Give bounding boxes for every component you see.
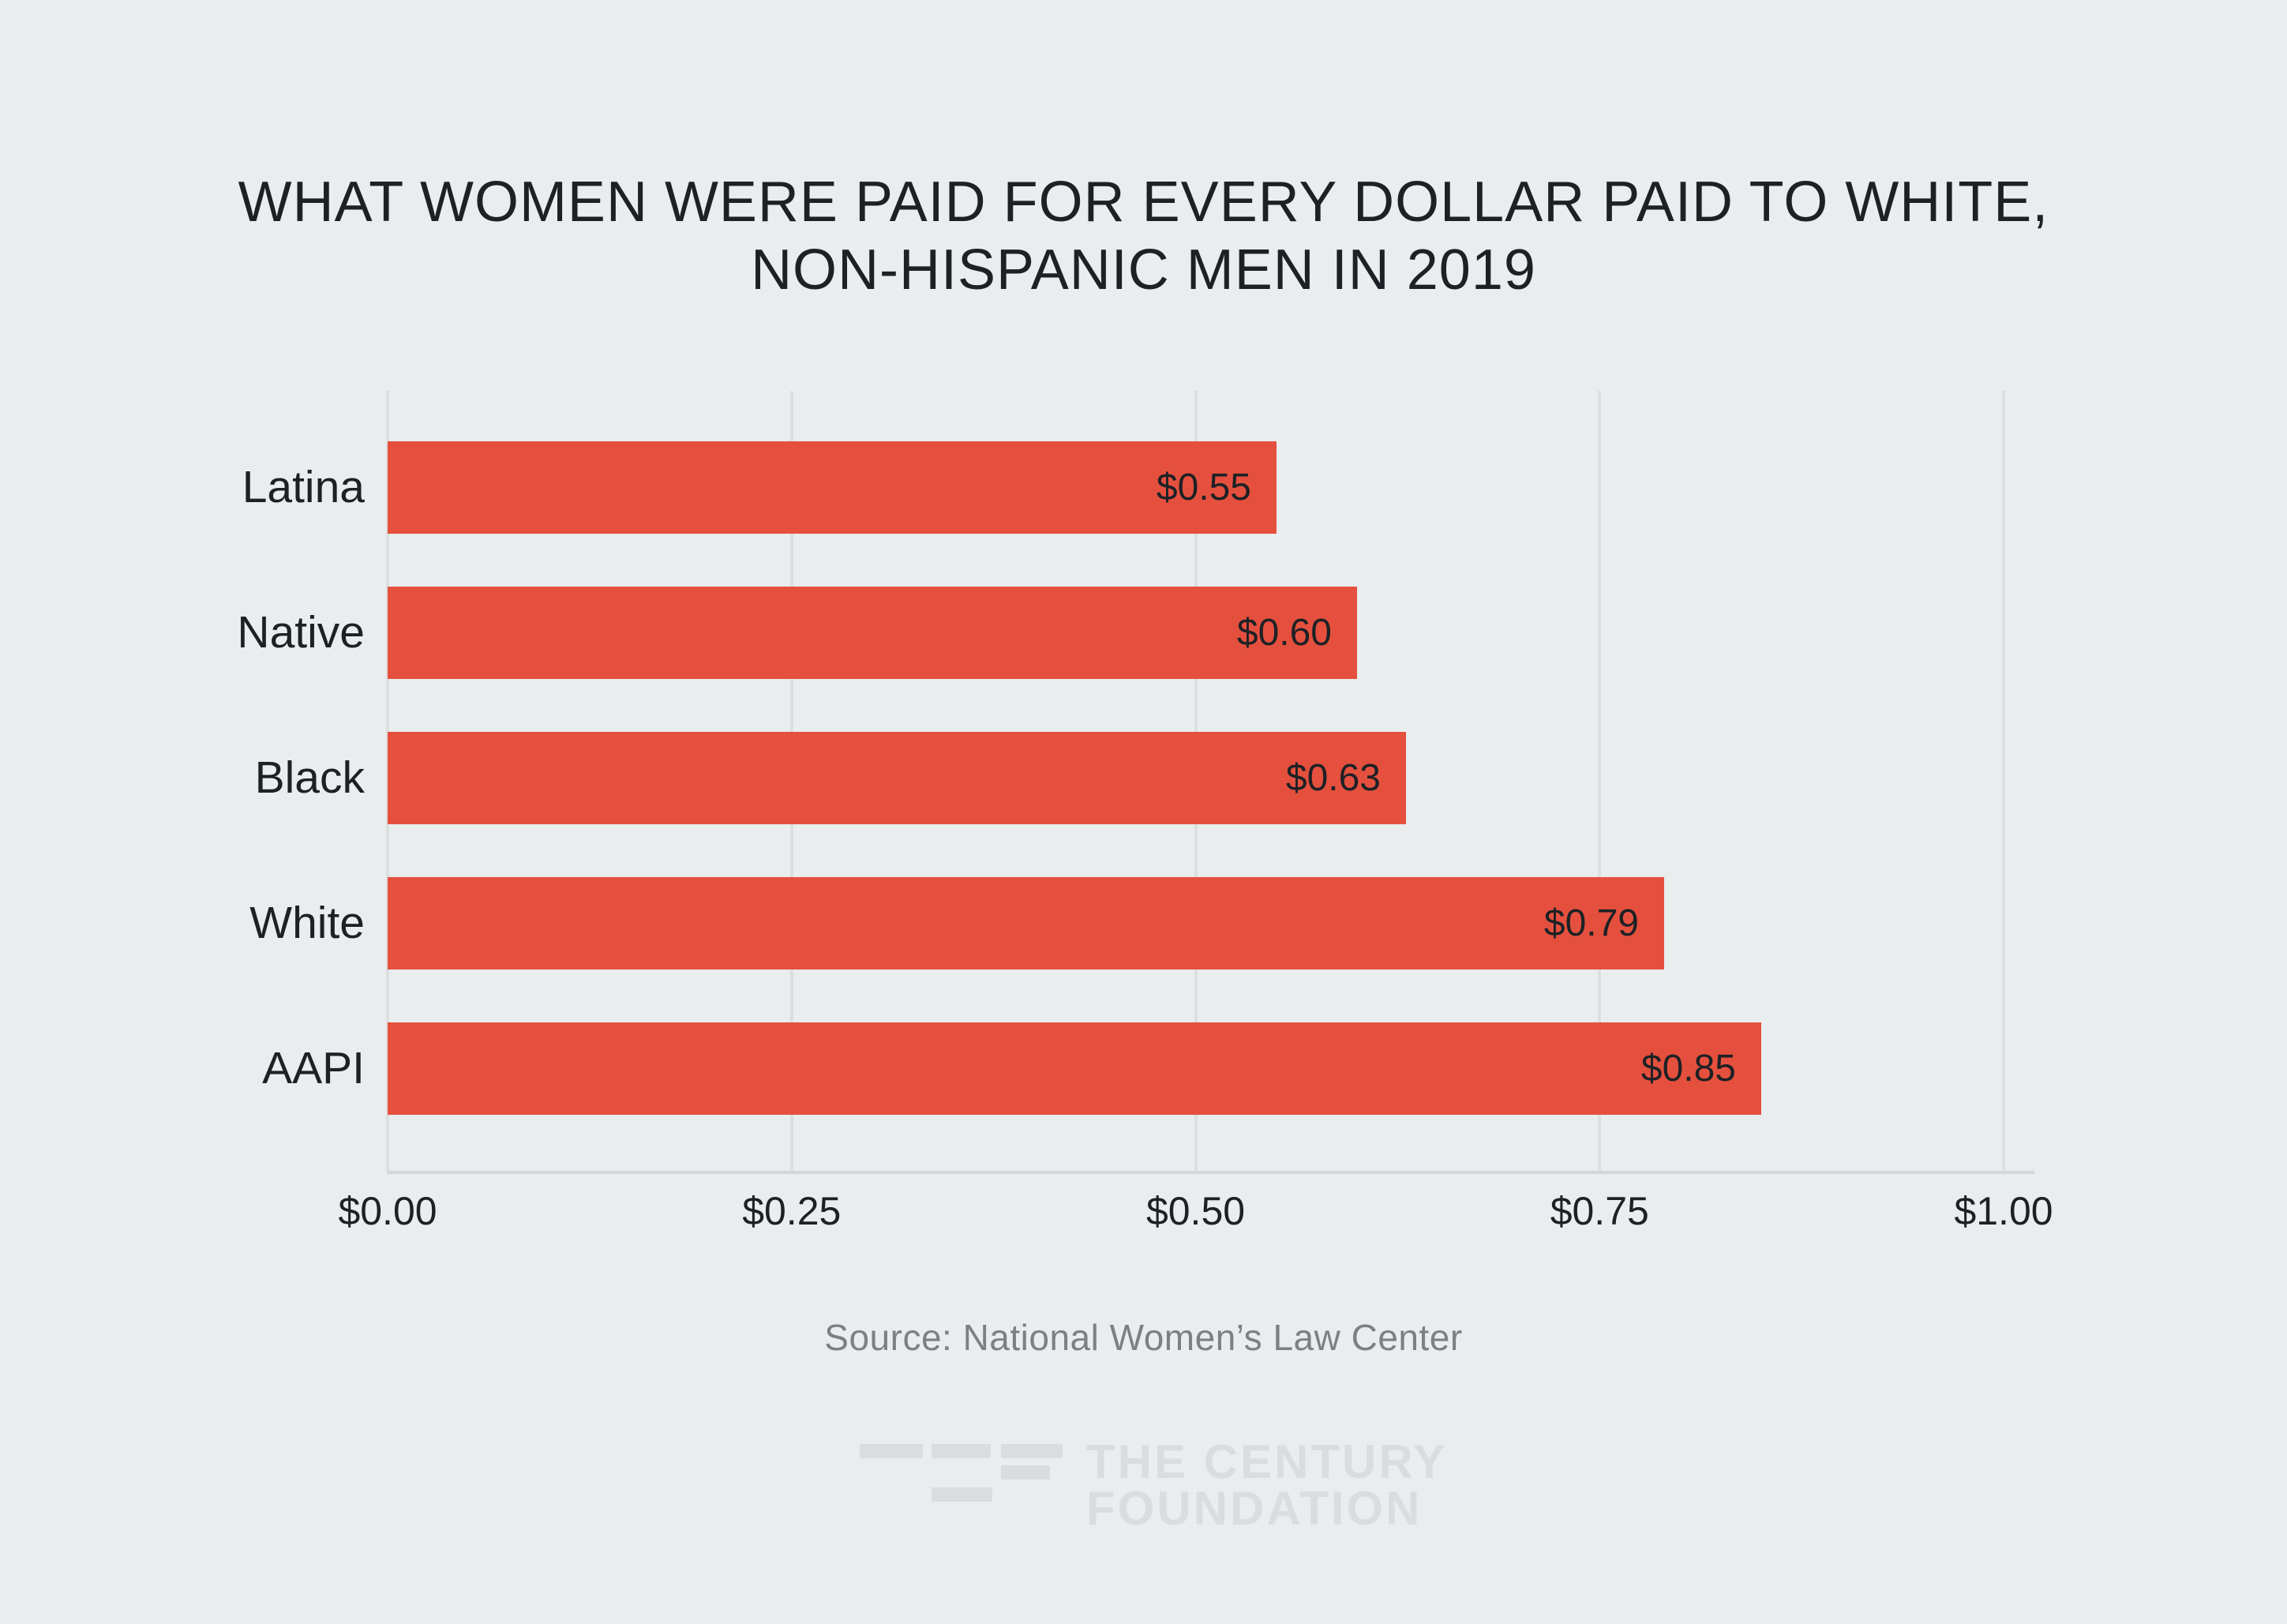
source-attribution: Source: National Women’s Law Center xyxy=(824,1317,1463,1358)
bar-value-label-latina: $0.55 xyxy=(1156,467,1251,508)
category-label-black: Black xyxy=(254,752,365,803)
bar-value-label-native: $0.60 xyxy=(1236,612,1332,654)
bar-value-label-white: $0.79 xyxy=(1543,902,1639,944)
v-gridline-$1.00 xyxy=(2002,391,2005,1171)
category-label-latina: Latina xyxy=(242,462,365,512)
v-gridline-$0.75 xyxy=(1598,391,1602,1171)
logo-mark-bar-icon xyxy=(1001,1444,1063,1458)
logo-mark-bar-icon xyxy=(860,1444,923,1458)
bar-white: $0.79 xyxy=(388,877,1664,970)
bar-native: $0.60 xyxy=(388,587,1357,679)
category-label-native: Native xyxy=(237,607,365,658)
x-axis-line xyxy=(387,1171,2034,1174)
x-tick-label-$0.25: $0.25 xyxy=(742,1189,842,1233)
x-tick-label-$0.50: $0.50 xyxy=(1145,1189,1246,1233)
chart-title: WHAT WOMEN WERE PAID FOR EVERY DOLLAR PA… xyxy=(0,168,2287,304)
x-tick-label-$0.00: $0.00 xyxy=(338,1189,437,1233)
category-label-white: White xyxy=(249,898,365,948)
chart-title-line-2: NON-HISPANIC MEN IN 2019 xyxy=(751,238,1536,302)
x-tick-label-$0.75: $0.75 xyxy=(1550,1189,1649,1233)
logo-mark-bar-icon xyxy=(932,1444,991,1458)
x-tick-label-$1.00: $1.00 xyxy=(1954,1189,2053,1233)
bar-value-label-aapi: $0.85 xyxy=(1640,1048,1736,1090)
logo-wordmark: THE CENTURY FOUNDATION xyxy=(1086,1438,1447,1532)
bar-black: $0.63 xyxy=(388,732,1406,824)
chart-title-line-1: WHAT WOMEN WERE PAID FOR EVERY DOLLAR PA… xyxy=(238,171,2049,234)
bar-latina: $0.55 xyxy=(388,441,1277,534)
category-label-aapi: AAPI xyxy=(262,1043,365,1093)
logo-wordmark-line-2: FOUNDATION xyxy=(1086,1482,1423,1535)
logo-mark-bar-icon xyxy=(1001,1465,1050,1480)
bar-aapi: $0.85 xyxy=(388,1022,1761,1115)
plot-area: $0.55 $0.60 $0.63 $0.79 $0.85 xyxy=(386,391,2005,1171)
logo-wordmark-line-1: THE CENTURY xyxy=(1086,1435,1448,1488)
logo-mark-bar-icon xyxy=(932,1487,992,1502)
bar-value-label-black: $0.63 xyxy=(1285,757,1381,799)
